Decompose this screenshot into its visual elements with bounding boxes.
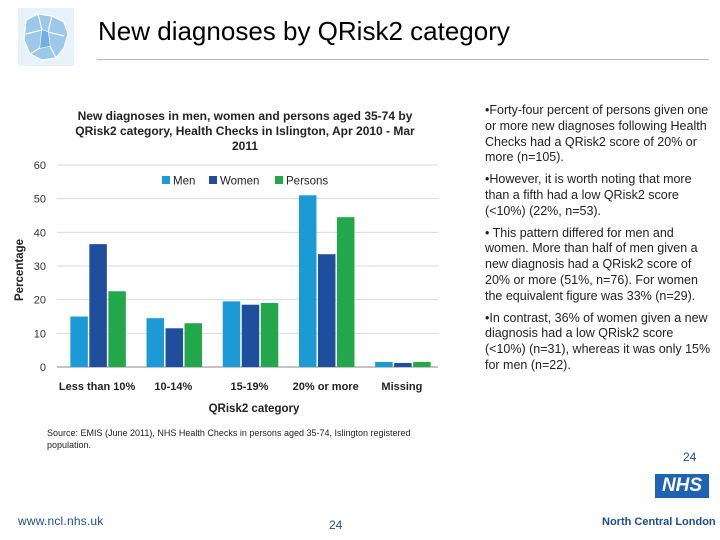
y-tick-label: 50	[34, 194, 46, 206]
x-axis-label: QRisk2 category	[209, 403, 300, 415]
title-divider	[97, 59, 709, 60]
bullet-list: •Forty-four percent of persons given one…	[485, 103, 711, 380]
bar-women	[241, 304, 260, 367]
bullet-point: •In contrast, 36% of women given a new d…	[485, 310, 711, 372]
legend-swatch	[209, 176, 217, 184]
y-tick-label: 0	[40, 362, 46, 374]
bullet-point: •However, it is worth noting that more t…	[485, 172, 692, 218]
y-tick-label: 60	[34, 160, 46, 172]
chart-bars	[70, 195, 431, 367]
x-tick-label: 10-14%	[154, 381, 192, 393]
chart-title-line: 2011	[232, 139, 258, 153]
y-tick-label: 30	[34, 261, 46, 273]
legend-label: Women	[220, 176, 259, 188]
x-tick-label: 20% or more	[293, 381, 359, 393]
x-axis-ticks: Less than 10% 10-14% 15-19% 20% or more Miss…	[59, 381, 422, 393]
bar-persons	[184, 323, 203, 367]
bar-women	[317, 254, 336, 367]
bar-men	[146, 318, 165, 367]
x-tick-label: Less than 10%	[59, 381, 136, 393]
chart-title-line: QRisk2 category, Health Checks in Isling…	[75, 124, 415, 138]
london-boroughs-map-icon	[18, 8, 74, 66]
bar-men	[375, 361, 393, 367]
nhs-logo: NHS	[655, 474, 709, 498]
chart-title: New diagnoses in men, women and persons …	[75, 109, 415, 153]
y-axis-label: Percentage	[14, 239, 26, 301]
bar-men	[70, 316, 88, 367]
bar-persons	[108, 291, 126, 367]
legend-label: Persons	[286, 176, 328, 188]
source-note: Source: EMIS (June 2011), NHS Health Che…	[47, 428, 411, 450]
organisation-name: North Central London	[602, 516, 716, 528]
bar-men	[222, 301, 241, 367]
y-axis-ticks: 0 10 20 30 40 50 60	[34, 160, 46, 374]
x-tick-label: 15-19%	[231, 381, 269, 393]
website-link[interactable]: www.ncl.nhs.uk	[18, 514, 104, 528]
page-title: New diagnoses by QRisk2 category	[98, 16, 510, 46]
bar-persons	[413, 361, 431, 367]
chart-title-line: New diagnoses in men, women and persons …	[78, 109, 413, 123]
y-tick-label: 10	[34, 328, 46, 340]
x-tick-label: Missing	[381, 381, 422, 393]
bar-persons	[336, 217, 355, 367]
bullet-point: • This pattern differed for men and wome…	[485, 225, 698, 303]
bar-women	[89, 244, 107, 367]
legend-swatch	[275, 176, 283, 184]
page-number: 24	[683, 450, 697, 464]
chart-legend: Men Women Persons	[162, 176, 328, 188]
bullet-point: •Forty-four percent of persons given one…	[485, 103, 709, 165]
y-tick-label: 20	[34, 295, 46, 307]
footer-page-number: 24	[329, 518, 343, 532]
bar-persons	[260, 303, 279, 367]
legend-label: Men	[173, 176, 195, 188]
bar-women	[394, 362, 412, 367]
y-tick-label: 40	[34, 227, 46, 239]
legend-swatch	[162, 176, 170, 184]
bar-men	[298, 195, 317, 367]
bar-chart: New diagnoses in men, women and persons …	[14, 109, 438, 415]
bar-women	[165, 328, 184, 367]
